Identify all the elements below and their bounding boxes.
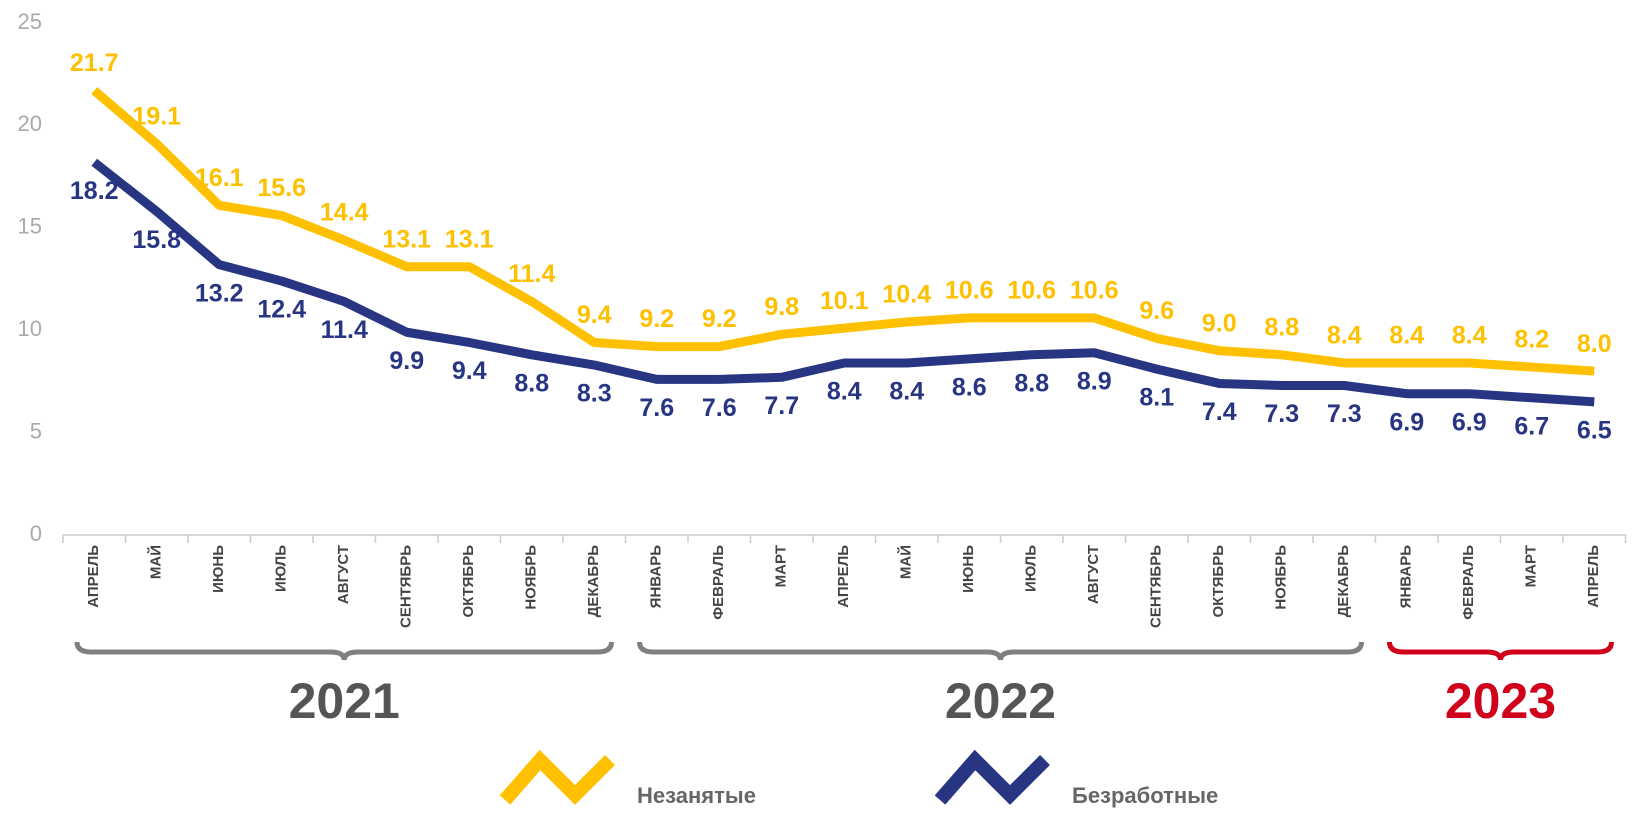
data-label: 8.4 xyxy=(827,378,862,406)
data-label: 7.6 xyxy=(702,394,737,422)
data-label: 12.4 xyxy=(257,296,306,324)
data-label: 9.6 xyxy=(1139,297,1174,325)
x-tick-label: ФЕВРАЛЬ xyxy=(1460,545,1477,620)
x-tick-label: СЕНТЯБРЬ xyxy=(1148,545,1165,628)
data-label: 16.1 xyxy=(195,164,244,192)
x-tick-label: МАРТ xyxy=(773,545,790,587)
data-label: 11.4 xyxy=(321,316,368,344)
year-label: 2022 xyxy=(945,673,1056,729)
data-label: 19.1 xyxy=(132,102,181,130)
line-series xyxy=(91,87,1595,376)
data-label: 7.6 xyxy=(639,394,674,422)
legend-label: Безработные xyxy=(1072,783,1218,808)
legend-icon xyxy=(934,749,1050,805)
year-brace xyxy=(637,641,1364,661)
y-tick-label: 10 xyxy=(18,316,42,341)
data-label: 10.6 xyxy=(1007,277,1056,305)
data-label: 6.7 xyxy=(1514,412,1549,440)
y-tick-label: 20 xyxy=(18,111,42,136)
data-label: 10.6 xyxy=(1070,277,1119,305)
y-tick-label: 25 xyxy=(18,9,42,34)
data-label: 15.6 xyxy=(257,174,306,202)
x-tick-label: АПРЕЛЬ xyxy=(835,545,852,608)
year-label: 2023 xyxy=(1445,673,1556,729)
line-series xyxy=(91,158,1595,407)
data-label: 9.2 xyxy=(702,305,737,333)
x-tick-label: МАЙ xyxy=(897,545,915,579)
data-label: 8.3 xyxy=(577,380,612,408)
x-tick-label: ИЮЛЬ xyxy=(1023,545,1040,592)
data-label: 8.6 xyxy=(952,373,987,401)
x-tick-label: НОЯБРЬ xyxy=(1273,545,1290,610)
x-tick-label: СЕНТЯБРЬ xyxy=(398,545,415,628)
data-label: 13.1 xyxy=(445,225,494,253)
data-label: 10.6 xyxy=(945,277,994,305)
data-label: 7.7 xyxy=(764,392,799,420)
x-tick-label: ИЮНЬ xyxy=(960,545,977,593)
data-label: 7.4 xyxy=(1202,398,1237,426)
data-label: 9.2 xyxy=(639,305,674,333)
x-tick-label: ОКТЯБРЬ xyxy=(460,545,477,618)
data-label: 8.4 xyxy=(1389,322,1424,350)
x-tick-label: МАЙ xyxy=(147,545,165,579)
data-label: 8.8 xyxy=(1264,313,1299,341)
data-label: 9.9 xyxy=(389,347,424,375)
data-label: 8.9 xyxy=(1077,367,1112,395)
x-tick-label: ЯНВАРЬ xyxy=(1398,545,1415,609)
year-brace xyxy=(1387,641,1614,661)
data-label: 8.8 xyxy=(514,369,549,397)
x-tick-label: ДЕКАБРЬ xyxy=(1335,545,1352,617)
data-label: 6.5 xyxy=(1577,416,1612,444)
data-label: 8.4 xyxy=(889,378,924,406)
data-label: 8.8 xyxy=(1014,369,1049,397)
y-tick-label: 0 xyxy=(30,521,42,546)
data-label: 14.4 xyxy=(320,199,369,227)
data-label: 7.3 xyxy=(1264,400,1299,428)
x-tick-label: МАРТ xyxy=(1523,545,1540,587)
x-tick-label: ИЮЛЬ xyxy=(273,545,290,592)
x-tick-label: АВГУСТ xyxy=(1085,545,1102,604)
y-tick-label: 15 xyxy=(18,214,42,239)
data-label: 8.2 xyxy=(1514,326,1549,354)
data-label: 9.4 xyxy=(452,357,487,385)
data-label: 9.8 xyxy=(764,293,799,321)
y-tick-label: 5 xyxy=(30,418,42,443)
data-label: 9.4 xyxy=(577,301,612,329)
x-tick-label: ОКТЯБРЬ xyxy=(1210,545,1227,618)
year-label: 2021 xyxy=(289,673,400,729)
legend-icon xyxy=(499,749,615,805)
data-label: 6.9 xyxy=(1452,408,1487,436)
year-brace xyxy=(74,641,614,661)
data-label: 8.1 xyxy=(1139,384,1174,412)
data-label: 8.4 xyxy=(1452,322,1487,350)
x-tick-label: АВГУСТ xyxy=(335,545,352,604)
x-tick-label: АПРЕЛЬ xyxy=(85,545,102,608)
data-label: 10.1 xyxy=(820,287,869,315)
x-tick-label: ЯНВАРЬ xyxy=(648,545,665,609)
x-tick-label: ФЕВРАЛЬ xyxy=(710,545,727,620)
data-label: 11.4 xyxy=(508,260,555,288)
legend-label: Незанятые xyxy=(637,783,756,808)
data-label: 8.0 xyxy=(1577,330,1612,358)
x-tick-label: ИЮНЬ xyxy=(210,545,227,593)
data-label: 8.4 xyxy=(1327,322,1362,350)
x-tick-label: АПРЕЛЬ xyxy=(1585,545,1602,608)
data-label: 9.0 xyxy=(1202,309,1237,337)
data-label: 13.1 xyxy=(382,225,431,253)
x-tick-label: ДЕКАБРЬ xyxy=(585,545,602,617)
x-tick-label: НОЯБРЬ xyxy=(523,545,540,610)
data-label: 15.8 xyxy=(132,226,181,254)
data-label: 6.9 xyxy=(1389,408,1424,436)
data-label: 10.4 xyxy=(882,281,931,309)
data-label: 18.2 xyxy=(70,177,119,205)
data-label: 7.3 xyxy=(1327,400,1362,428)
data-label: 21.7 xyxy=(70,49,119,77)
data-label: 13.2 xyxy=(195,279,244,307)
